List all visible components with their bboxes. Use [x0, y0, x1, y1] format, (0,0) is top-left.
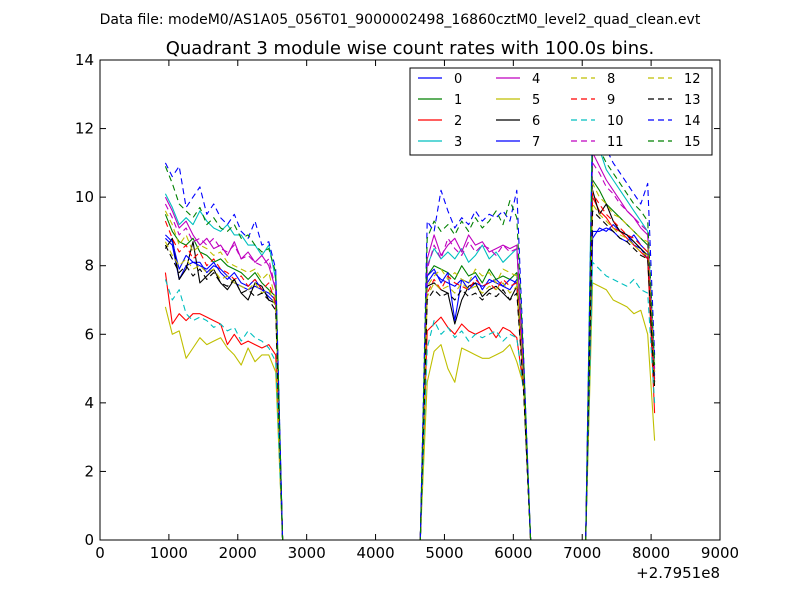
series-line-1: [164, 179, 656, 540]
legend-label-3: 3: [454, 135, 462, 150]
legend-label-4: 4: [532, 72, 540, 87]
legend-label-9: 9: [607, 93, 615, 108]
series-line-0: [165, 224, 656, 540]
x-offset-label: +2.7951e8: [636, 564, 720, 582]
y-tick-label: 6: [84, 325, 94, 343]
x-tick-label: 7000: [563, 544, 601, 562]
series-line-15: [164, 134, 656, 540]
legend-label-12: 12: [684, 72, 701, 87]
legend-label-1: 1: [454, 93, 462, 108]
series-line-4: [164, 152, 656, 540]
legend-label-5: 5: [532, 93, 540, 108]
series-line-10: [164, 261, 656, 540]
legend-label-0: 0: [454, 72, 462, 87]
y-tick-label: 12: [75, 120, 94, 138]
series-line-9: [164, 193, 656, 540]
legend-label-8: 8: [607, 72, 615, 87]
plot-frame: [99, 59, 721, 541]
x-tick-label: 1000: [150, 544, 188, 562]
y-tick-label: 14: [75, 51, 94, 69]
x-tick-label: 4000: [356, 544, 394, 562]
legend-label-7: 7: [532, 135, 540, 150]
chart-title: Quadrant 3 module wise count rates with …: [166, 38, 655, 59]
series-line-7: [165, 227, 656, 540]
x-tick-label: 8000: [632, 544, 670, 562]
series-line-2: [164, 196, 656, 540]
y-tick-label: 10: [75, 188, 94, 206]
y-tick-label: 2: [84, 462, 94, 480]
x-tick-label: 3000: [288, 544, 326, 562]
x-axis: 0 1000 2000 3000 4000 5000 6000 7000 8000 9000: [95, 60, 739, 562]
x-tick-label: 5000: [425, 544, 463, 562]
y-tick-label: 8: [84, 257, 94, 275]
legend-label-6: 6: [532, 114, 540, 129]
legend-label-15: 15: [684, 135, 701, 150]
figure-suptitle: Data file: modeM0/AS1A05_056T01_90000024…: [100, 12, 701, 28]
legend-label-2: 2: [454, 114, 462, 129]
series-line-6: [164, 189, 656, 540]
y-tick-label: 4: [84, 394, 94, 412]
legend-label-14: 14: [684, 114, 701, 129]
legend-label-10: 10: [607, 114, 624, 129]
series-layer: [164, 104, 656, 540]
series-line-5: [164, 282, 656, 540]
x-tick-label: 6000: [494, 544, 532, 562]
series-line-3: [164, 104, 656, 540]
x-tick-label: 9000: [701, 544, 739, 562]
x-tick-label: 2000: [219, 544, 257, 562]
y-tick-label: 0: [84, 531, 94, 549]
legend-label-13: 13: [684, 93, 701, 108]
x-tick-label: 0: [95, 544, 105, 562]
legend-label-11: 11: [607, 135, 624, 150]
